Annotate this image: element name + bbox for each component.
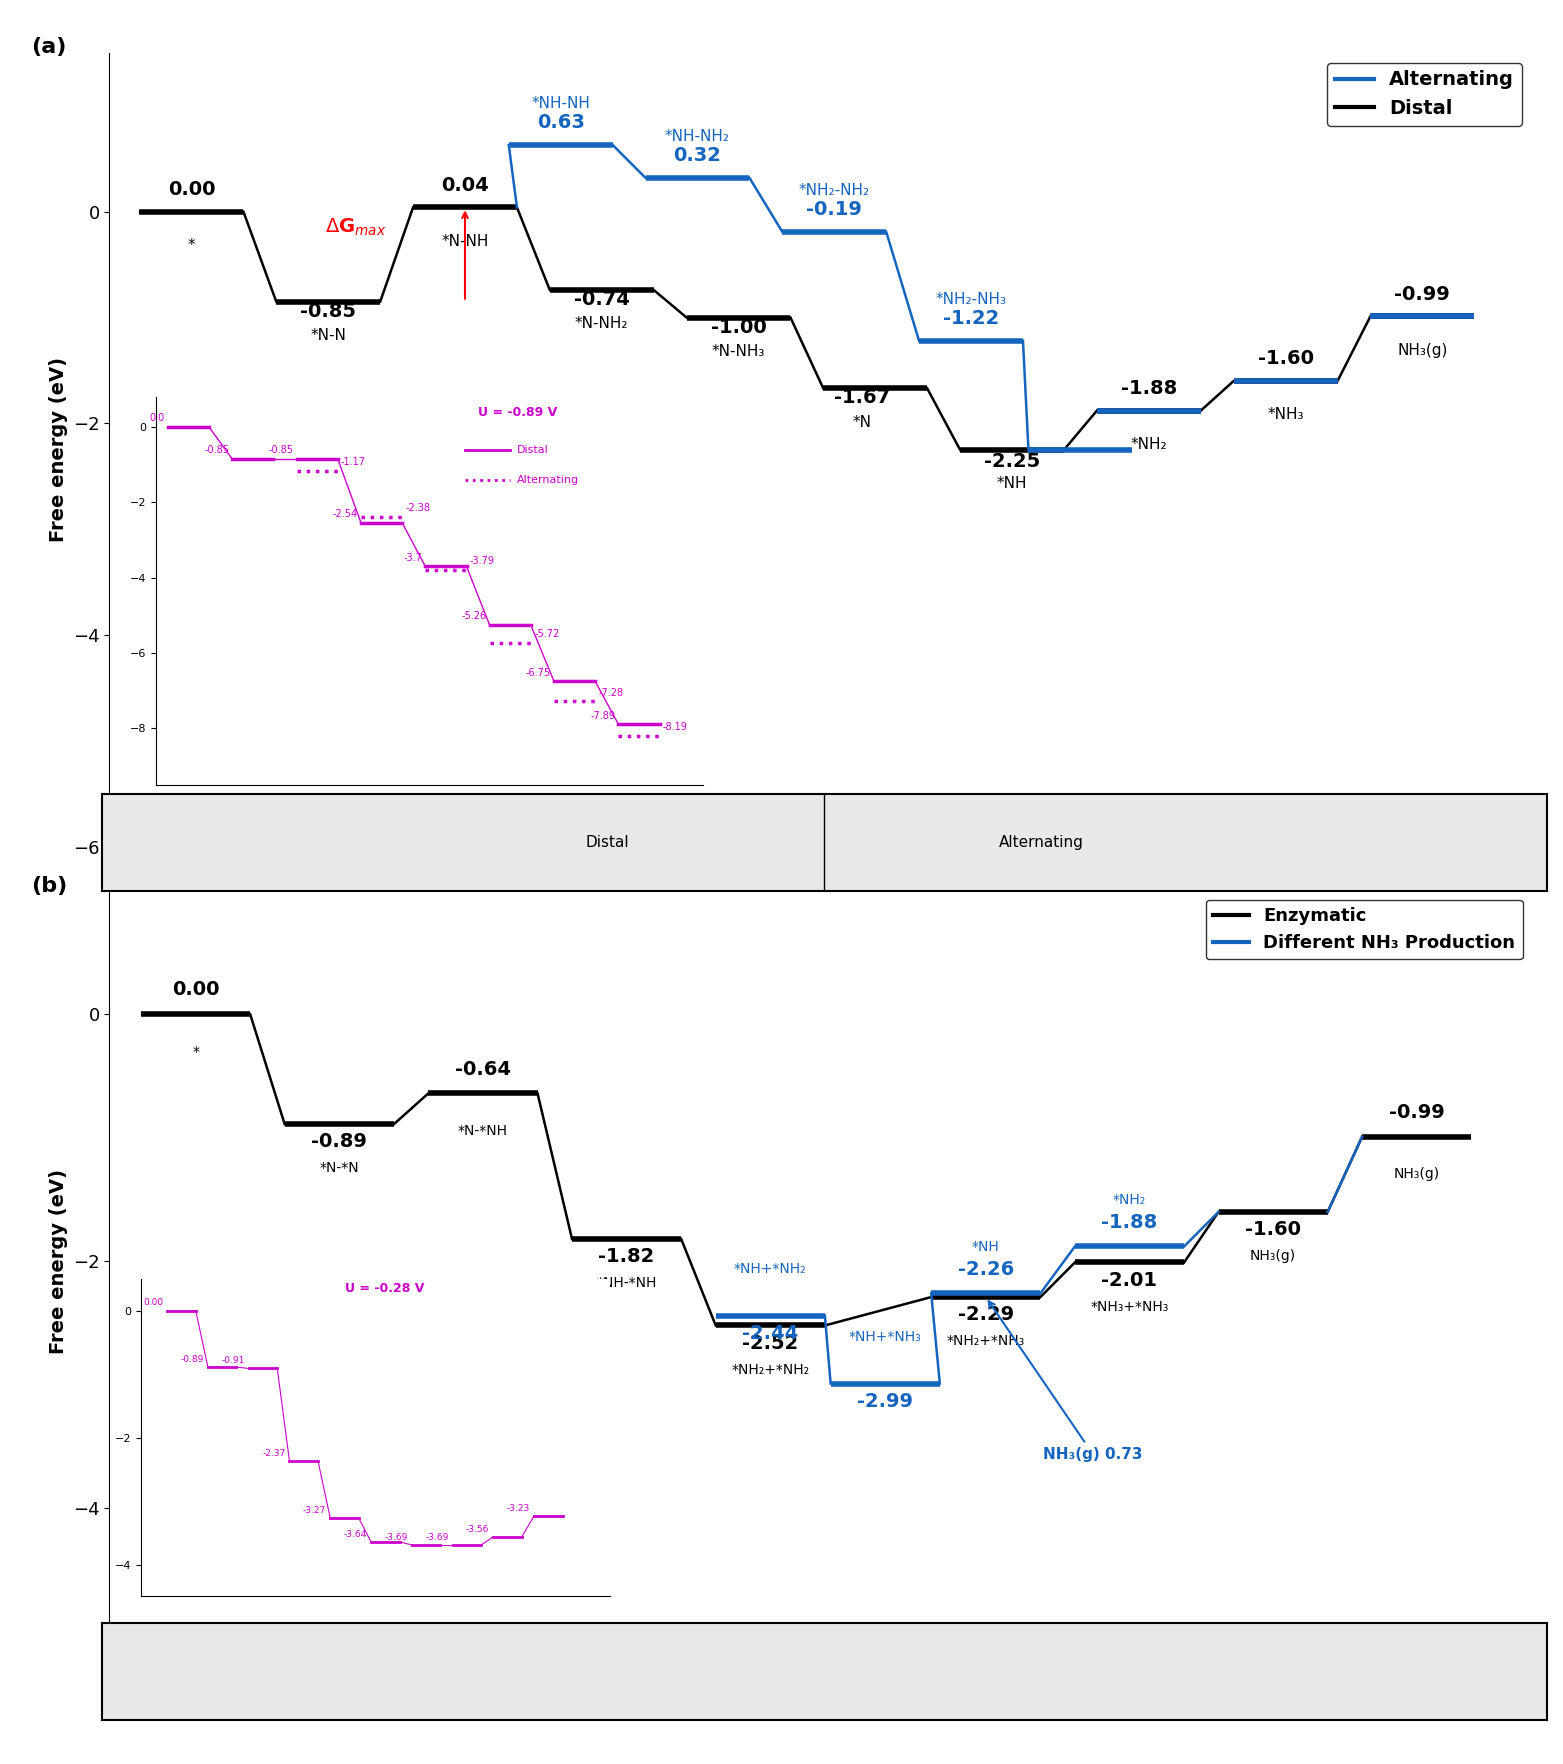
Text: (b): (b) <box>31 877 67 896</box>
Text: *N-*NH: *N-*NH <box>458 1124 508 1138</box>
Text: -0.91: -0.91 <box>222 1357 245 1365</box>
Text: -1.88: -1.88 <box>1102 1212 1158 1231</box>
Text: *NH: *NH <box>997 476 1027 492</box>
Text: -5.72: -5.72 <box>535 628 560 639</box>
Text: -0.85: -0.85 <box>300 302 356 321</box>
Text: Distal: Distal <box>586 834 630 850</box>
Text: *N: *N <box>852 415 871 430</box>
Text: -2.01: -2.01 <box>1102 1270 1158 1289</box>
Text: *NH: *NH <box>972 1240 1000 1254</box>
Text: 0.00: 0.00 <box>142 1298 163 1307</box>
Text: *NH₂: *NH₂ <box>1113 1192 1146 1207</box>
Text: 0.00: 0.00 <box>167 180 216 199</box>
Text: -7.28: -7.28 <box>599 688 624 697</box>
Text: NH₃(g): NH₃(g) <box>1397 342 1447 358</box>
Text: -0.89: -0.89 <box>180 1355 203 1364</box>
Text: *NH₂-NH₃: *NH₂-NH₃ <box>936 291 1007 307</box>
Text: Alternating: Alternating <box>517 475 578 485</box>
Text: -1.82: -1.82 <box>599 1247 655 1267</box>
Text: -2.54: -2.54 <box>333 510 358 519</box>
Text: -3.27: -3.27 <box>303 1506 327 1515</box>
Text: -3.7: -3.7 <box>403 552 422 563</box>
Text: -1.00: -1.00 <box>711 318 766 337</box>
Text: *NH+*NH₂: *NH+*NH₂ <box>735 1261 807 1275</box>
Text: *NH₃+*NH₃: *NH₃+*NH₃ <box>1091 1300 1169 1314</box>
Text: 0.04: 0.04 <box>441 176 489 194</box>
Text: -3.69: -3.69 <box>425 1533 449 1542</box>
Text: -7.89: -7.89 <box>591 711 616 720</box>
Text: U = -0.89 V: U = -0.89 V <box>478 406 558 418</box>
Text: *NH-NH₂: *NH-NH₂ <box>664 129 730 145</box>
Text: *NH-*NH: *NH-*NH <box>597 1275 656 1289</box>
Text: -8.19: -8.19 <box>663 721 688 732</box>
Text: -1.17: -1.17 <box>341 457 366 467</box>
Text: -0.85: -0.85 <box>205 445 230 455</box>
Text: -0.74: -0.74 <box>574 289 630 309</box>
Text: Alternating: Alternating <box>999 834 1083 850</box>
Text: -3.64: -3.64 <box>344 1529 367 1538</box>
Text: 0.63: 0.63 <box>536 113 585 132</box>
Text: *: * <box>192 1044 199 1058</box>
Text: -2.37: -2.37 <box>263 1448 286 1459</box>
Text: -2.29: -2.29 <box>958 1305 1014 1325</box>
Text: *N-*N: *N-*N <box>319 1161 359 1175</box>
Text: *: * <box>188 238 195 254</box>
Text: -0.99: -0.99 <box>1390 1102 1444 1122</box>
Text: NH₃(g) 0.73: NH₃(g) 0.73 <box>989 1302 1143 1462</box>
Text: -3.23: -3.23 <box>506 1503 530 1512</box>
Text: 0.0: 0.0 <box>150 413 164 423</box>
Text: U = -0.28 V: U = -0.28 V <box>344 1282 424 1295</box>
Text: -2.52: -2.52 <box>742 1334 799 1353</box>
Text: -1.60: -1.60 <box>1258 349 1313 369</box>
Text: $\Delta$G$_{max}$: $\Delta$G$_{max}$ <box>325 217 386 238</box>
Text: *NH₂-NH₂: *NH₂-NH₂ <box>799 183 871 198</box>
Text: -3.56: -3.56 <box>466 1524 489 1533</box>
Text: -2.26: -2.26 <box>958 1259 1014 1279</box>
Text: -3.79: -3.79 <box>470 556 495 566</box>
Text: -3.69: -3.69 <box>384 1533 408 1542</box>
Legend: Enzymatic, Different NH₃ Production: Enzymatic, Different NH₃ Production <box>1205 900 1522 960</box>
Text: -1.22: -1.22 <box>942 309 999 328</box>
Text: 0.32: 0.32 <box>674 146 722 166</box>
Text: -1.60: -1.60 <box>1246 1221 1300 1238</box>
Text: -2.99: -2.99 <box>857 1392 913 1411</box>
Text: -1.88: -1.88 <box>1121 379 1177 399</box>
Text: NH₃(g): NH₃(g) <box>1250 1249 1296 1263</box>
Y-axis label: Free energy (eV): Free energy (eV) <box>48 1170 67 1353</box>
Text: *N-NH₃: *N-NH₃ <box>711 344 766 360</box>
Text: (a): (a) <box>31 37 67 56</box>
Text: -0.19: -0.19 <box>807 199 863 219</box>
Legend: Alternating, Distal: Alternating, Distal <box>1327 64 1522 125</box>
Text: *N-NH: *N-NH <box>441 235 489 249</box>
Text: -0.89: -0.89 <box>311 1132 367 1152</box>
Text: -2.44: -2.44 <box>742 1323 799 1342</box>
Text: 0.00: 0.00 <box>172 981 219 1000</box>
Text: NH₃(g): NH₃(g) <box>1394 1168 1440 1182</box>
Text: *N-N: *N-N <box>311 328 345 344</box>
Text: -2.25: -2.25 <box>985 452 1039 471</box>
Text: *NH₂+*NH₂: *NH₂+*NH₂ <box>731 1362 810 1376</box>
Text: -0.99: -0.99 <box>1394 284 1450 303</box>
Text: *NH+*NH₃: *NH+*NH₃ <box>849 1330 922 1344</box>
Text: *NH₃: *NH₃ <box>1268 407 1304 423</box>
Y-axis label: Free energy (eV): Free energy (eV) <box>48 358 67 542</box>
Text: -6.75: -6.75 <box>525 667 550 677</box>
Text: -0.85: -0.85 <box>269 445 294 455</box>
Text: -5.26: -5.26 <box>461 612 486 621</box>
Text: -0.64: -0.64 <box>455 1060 511 1078</box>
Text: -1.67: -1.67 <box>833 388 889 407</box>
Text: *NH-NH: *NH-NH <box>531 95 591 111</box>
Text: *NH₂+*NH₃: *NH₂+*NH₃ <box>947 1334 1025 1348</box>
Text: *NH₂: *NH₂ <box>1130 437 1168 452</box>
Text: *N-NH₂: *N-NH₂ <box>575 316 628 332</box>
Text: Distal: Distal <box>517 445 549 455</box>
Text: -2.38: -2.38 <box>405 503 430 513</box>
